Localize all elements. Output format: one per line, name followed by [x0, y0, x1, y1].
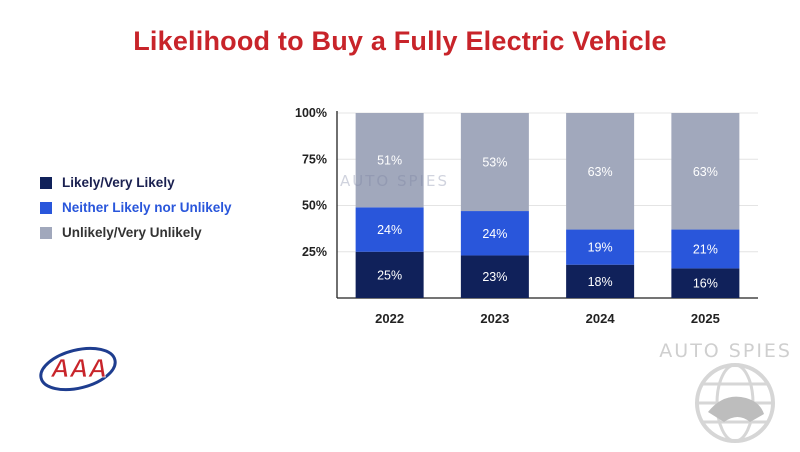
watermark-text: AUTO SPIES	[659, 340, 792, 362]
legend-label-likely: Likely/Very Likely	[62, 175, 175, 190]
data-label: 23%	[482, 270, 507, 284]
data-label: 53%	[482, 156, 507, 170]
legend: Likely/Very Likely Neither Likely nor Un…	[40, 170, 232, 245]
data-label: 18%	[588, 275, 613, 289]
stacked-bar-chart: 25% 50% 75% 100% 25% 24% 51% 2022 23% 24% 53% 2023 1…	[295, 106, 758, 326]
data-label: 63%	[588, 165, 613, 179]
bar-segment-likely	[460, 255, 529, 298]
bar-segment-neither	[566, 229, 635, 265]
bar-segment-unlikely	[671, 113, 740, 230]
x-tick-label: 2022	[375, 311, 404, 326]
bar-segment-unlikely	[460, 113, 529, 212]
x-tick-label: 2025	[691, 311, 720, 326]
legend-item-neither: Neither Likely nor Unlikely	[40, 195, 232, 220]
legend-item-unlikely: Unlikely/Very Unlikely	[40, 220, 232, 245]
data-label: 24%	[482, 227, 507, 241]
legend-label-neither: Neither Likely nor Unlikely	[62, 200, 232, 215]
data-label: 63%	[693, 165, 718, 179]
data-label: 51%	[377, 154, 402, 168]
bar-segment-neither	[355, 207, 424, 252]
bar-segment-neither	[671, 229, 740, 269]
y-tick-label: 100%	[295, 106, 327, 120]
legend-swatch-likely	[40, 176, 52, 189]
y-tick-label: 75%	[302, 152, 327, 166]
legend-swatch-neither	[40, 201, 52, 214]
bar-segment-unlikely	[355, 113, 424, 208]
bar-segment-likely	[355, 251, 424, 298]
x-tick-label: 2024	[586, 311, 616, 326]
legend-item-likely: Likely/Very Likely	[40, 170, 232, 195]
x-tick-label: 2023	[480, 311, 509, 326]
y-tick-label: 50%	[302, 199, 327, 213]
data-label: 21%	[693, 242, 718, 256]
data-label: 19%	[588, 241, 613, 255]
data-label: 16%	[693, 277, 718, 291]
watermark-text-small: AUTO SPIES	[340, 172, 449, 190]
bar-segment-likely	[566, 264, 635, 298]
bar-segment-neither	[460, 211, 529, 256]
data-label: 25%	[377, 268, 402, 282]
legend-label-unlikely: Unlikely/Very Unlikely	[62, 225, 202, 240]
aaa-logo-text: AAA	[50, 353, 107, 383]
watermark-globe-icon	[695, 363, 775, 443]
y-tick-label: 25%	[302, 245, 327, 259]
bar-segment-likely	[671, 268, 740, 298]
chart-title: Likelihood to Buy a Fully Electric Vehic…	[133, 26, 667, 56]
data-label: 24%	[377, 223, 402, 237]
legend-swatch-unlikely	[40, 226, 52, 239]
bar-segment-unlikely	[566, 113, 635, 230]
aaa-logo: AAA	[39, 346, 117, 392]
